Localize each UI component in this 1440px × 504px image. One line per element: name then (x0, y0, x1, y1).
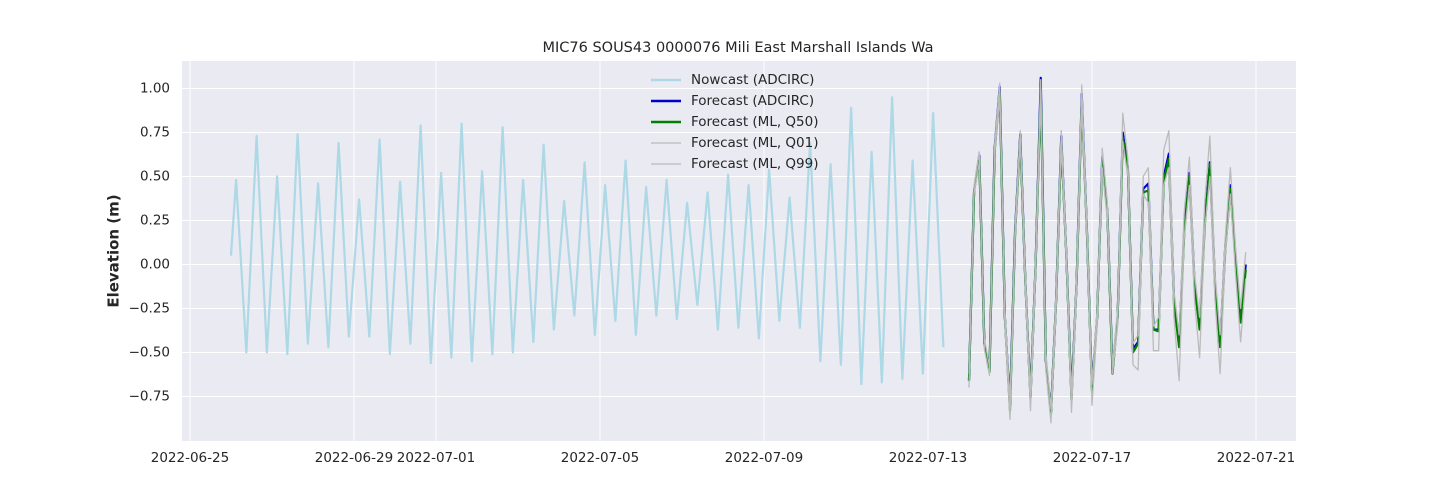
x-tick-label: 2022-07-17 (1053, 450, 1131, 466)
y-tick-label: −0.50 (129, 344, 170, 360)
x-tick-label: 2022-06-25 (151, 450, 229, 466)
series-line (229, 96, 945, 386)
y-tick-label: 1.00 (140, 80, 170, 96)
x-tick-label: 2022-07-21 (1217, 450, 1295, 466)
lines (229, 76, 1247, 424)
x-tick-label: 2022-07-05 (561, 450, 639, 466)
y-tick-label: 0.75 (140, 124, 170, 140)
legend-label: Forecast (ADCIRC) (691, 93, 814, 109)
legend-label: Nowcast (ADCIRC) (691, 72, 814, 88)
chart-title: MIC76 SOUS43 0000076 Mili East Marshall … (542, 40, 933, 56)
legend: Nowcast (ADCIRC) Forecast (ADCIRC) Forecas… (651, 72, 819, 172)
legend-label: Forecast (ML, Q99) (691, 156, 819, 172)
y-tick-label: 0.25 (140, 212, 170, 228)
y-tick-label: −0.25 (129, 300, 170, 316)
y-axis-label: Elevation (m) (105, 194, 123, 307)
legend-label: Forecast (ML, Q50) (691, 114, 819, 130)
plot-area (182, 61, 1296, 441)
y-tick-label: 0.50 (140, 168, 170, 184)
x-tick-label: 2022-07-01 (397, 450, 475, 466)
x-tick-label: 2022-07-09 (725, 450, 803, 466)
y-tick-label: −0.75 (129, 388, 170, 404)
legend-label: Forecast (ML, Q01) (691, 135, 819, 151)
series-line (968, 79, 1247, 410)
y-tick-label: 0.00 (140, 256, 170, 272)
x-tick-label: 2022-07-13 (889, 450, 967, 466)
x-tick-label: 2022-06-29 (315, 450, 393, 466)
